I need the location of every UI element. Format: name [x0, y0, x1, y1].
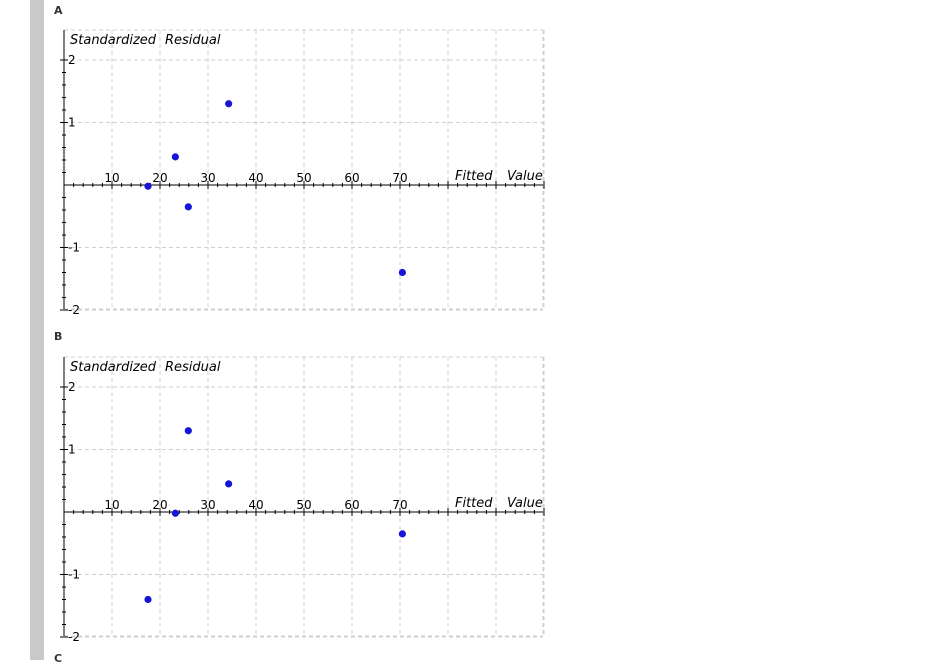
- y-tick-label: 2: [68, 380, 76, 394]
- x-tick-label: 70: [392, 498, 407, 512]
- x-axis-title-part: Fitted: [455, 496, 493, 511]
- y-tick-label: -2: [68, 303, 80, 317]
- y-tick-label: 1: [68, 443, 76, 457]
- option-label-c: C: [54, 652, 63, 665]
- option-label-a: A: [54, 4, 63, 17]
- x-tick-label: 30: [200, 171, 215, 185]
- x-tick-label: 60: [344, 498, 359, 512]
- data-point: [171, 153, 179, 161]
- data-point: [171, 509, 179, 517]
- data-point: [184, 427, 192, 435]
- data-point: [184, 203, 192, 211]
- y-axis-title-part: Residual: [165, 360, 221, 375]
- x-tick-label: 20: [152, 171, 167, 185]
- x-tick-label: 40: [248, 498, 263, 512]
- x-axis-title-part: Value: [507, 496, 543, 511]
- x-tick-label: 70: [392, 171, 407, 185]
- data-point: [398, 268, 406, 277]
- x-axis-title-part: Value: [507, 169, 543, 184]
- y-tick-label: 2: [68, 53, 76, 67]
- x-axis-title-part: Fitted: [455, 169, 493, 184]
- data-point: [144, 182, 152, 190]
- data-point: [398, 530, 406, 538]
- x-tick-label: 30: [200, 498, 215, 512]
- data-point: [225, 480, 233, 488]
- y-axis-title-part: Standardized: [70, 33, 157, 48]
- scrollbar-strip[interactable]: [30, 0, 44, 660]
- left-gutter: [0, 0, 30, 660]
- x-tick-label: 40: [248, 171, 263, 185]
- y-axis-title-part: Standardized: [70, 360, 157, 375]
- x-tick-label: 50: [296, 498, 311, 512]
- y-tick-label: -1: [68, 568, 80, 582]
- x-tick-label: 50: [296, 171, 311, 185]
- data-point: [144, 595, 152, 604]
- option-label-b: B: [54, 330, 63, 343]
- y-tick-label: 1: [68, 116, 76, 130]
- x-tick-label: 60: [344, 171, 359, 185]
- residual-plot-a[interactable]: 10 20 30 40 50 60 70 2 1 -1 -2 Standardized Residual…: [0, 0, 950, 330]
- x-tick-label: 10: [104, 171, 119, 185]
- data-point: [225, 100, 233, 108]
- y-axis-title-part: Residual: [165, 33, 221, 48]
- x-tick-label: 10: [104, 498, 119, 512]
- y-tick-label: -1: [68, 241, 80, 255]
- y-tick-label: -2: [68, 630, 80, 644]
- x-tick-label: 20: [152, 498, 167, 512]
